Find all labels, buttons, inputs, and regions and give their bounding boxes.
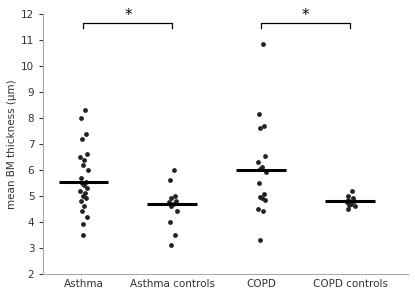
Point: [260, 42, 266, 46]
Point: [171, 168, 178, 172]
Point: [262, 170, 269, 175]
Point: [256, 126, 263, 131]
Point: [257, 166, 264, 171]
Point: [167, 243, 174, 247]
Point: [261, 153, 268, 158]
Point: [79, 232, 86, 237]
Point: [167, 196, 174, 201]
Point: [259, 196, 266, 201]
Point: [173, 209, 180, 214]
Point: [81, 157, 88, 162]
Point: [78, 181, 85, 185]
Point: [345, 197, 352, 202]
Point: [349, 196, 356, 201]
Point: [346, 202, 353, 207]
Point: [168, 204, 175, 208]
Point: [78, 136, 85, 141]
Point: [349, 188, 355, 193]
Point: [80, 222, 87, 227]
Point: [256, 195, 263, 200]
Y-axis label: mean BM thickness (μm): mean BM thickness (μm): [7, 79, 17, 209]
Point: [172, 232, 178, 237]
Point: [352, 204, 358, 208]
Point: [261, 197, 268, 202]
Point: [343, 200, 350, 205]
Point: [170, 201, 176, 206]
Point: [76, 188, 83, 193]
Point: [344, 193, 351, 198]
Point: [84, 214, 90, 219]
Point: [344, 206, 351, 211]
Point: [78, 199, 84, 203]
Point: [78, 175, 84, 180]
Point: [166, 178, 173, 183]
Point: [84, 186, 90, 190]
Point: [78, 209, 85, 214]
Point: [84, 152, 90, 157]
Point: [83, 179, 89, 184]
Point: [79, 193, 86, 198]
Point: [79, 162, 86, 167]
Point: [351, 199, 357, 203]
Point: [82, 191, 88, 196]
Point: [260, 209, 266, 214]
Point: [166, 219, 173, 224]
Point: [76, 155, 83, 159]
Point: [173, 199, 179, 203]
Point: [82, 108, 88, 113]
Point: [348, 201, 354, 206]
Point: [85, 168, 91, 172]
Point: [255, 181, 262, 185]
Point: [83, 196, 89, 201]
Point: [261, 123, 267, 128]
Point: [81, 204, 88, 208]
Point: [255, 112, 262, 117]
Point: [166, 200, 172, 205]
Point: [254, 206, 261, 211]
Text: *: *: [302, 8, 310, 23]
Point: [83, 131, 89, 136]
Point: [257, 237, 264, 242]
Text: *: *: [124, 8, 132, 23]
Point: [259, 165, 266, 170]
Point: [254, 160, 261, 165]
Point: [172, 193, 178, 198]
Point: [81, 183, 88, 188]
Point: [261, 192, 267, 197]
Point: [78, 116, 84, 120]
